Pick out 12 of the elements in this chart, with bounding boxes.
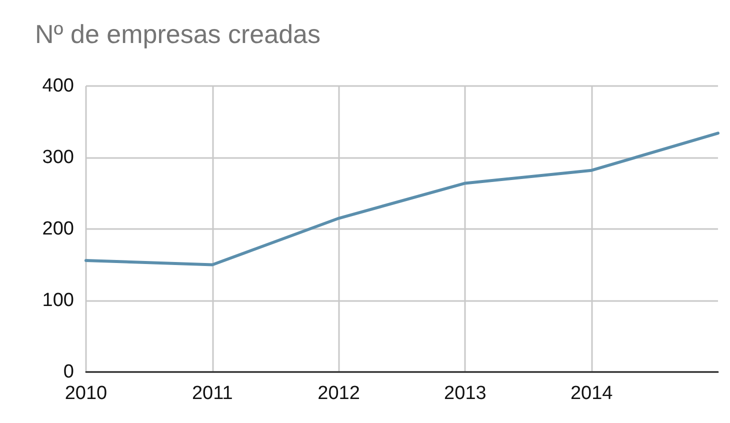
x-tick-label: 2012 — [318, 383, 360, 404]
y-tick-label: 100 — [42, 290, 74, 311]
y-tick-label: 300 — [42, 147, 74, 168]
chart-title: Nº de empresas creadas — [35, 19, 321, 49]
y-tick-label: 400 — [42, 76, 74, 96]
x-tick-label: 2014 — [570, 383, 614, 404]
y-tick-label: 200 — [42, 218, 74, 240]
x-tick-label: 2011 — [192, 383, 233, 404]
x-tick-label: 2010 — [64, 383, 108, 404]
line-series — [84, 132, 720, 266]
y-tick-label: 0 — [63, 362, 74, 382]
x-tick-label: 2013 — [444, 383, 486, 404]
